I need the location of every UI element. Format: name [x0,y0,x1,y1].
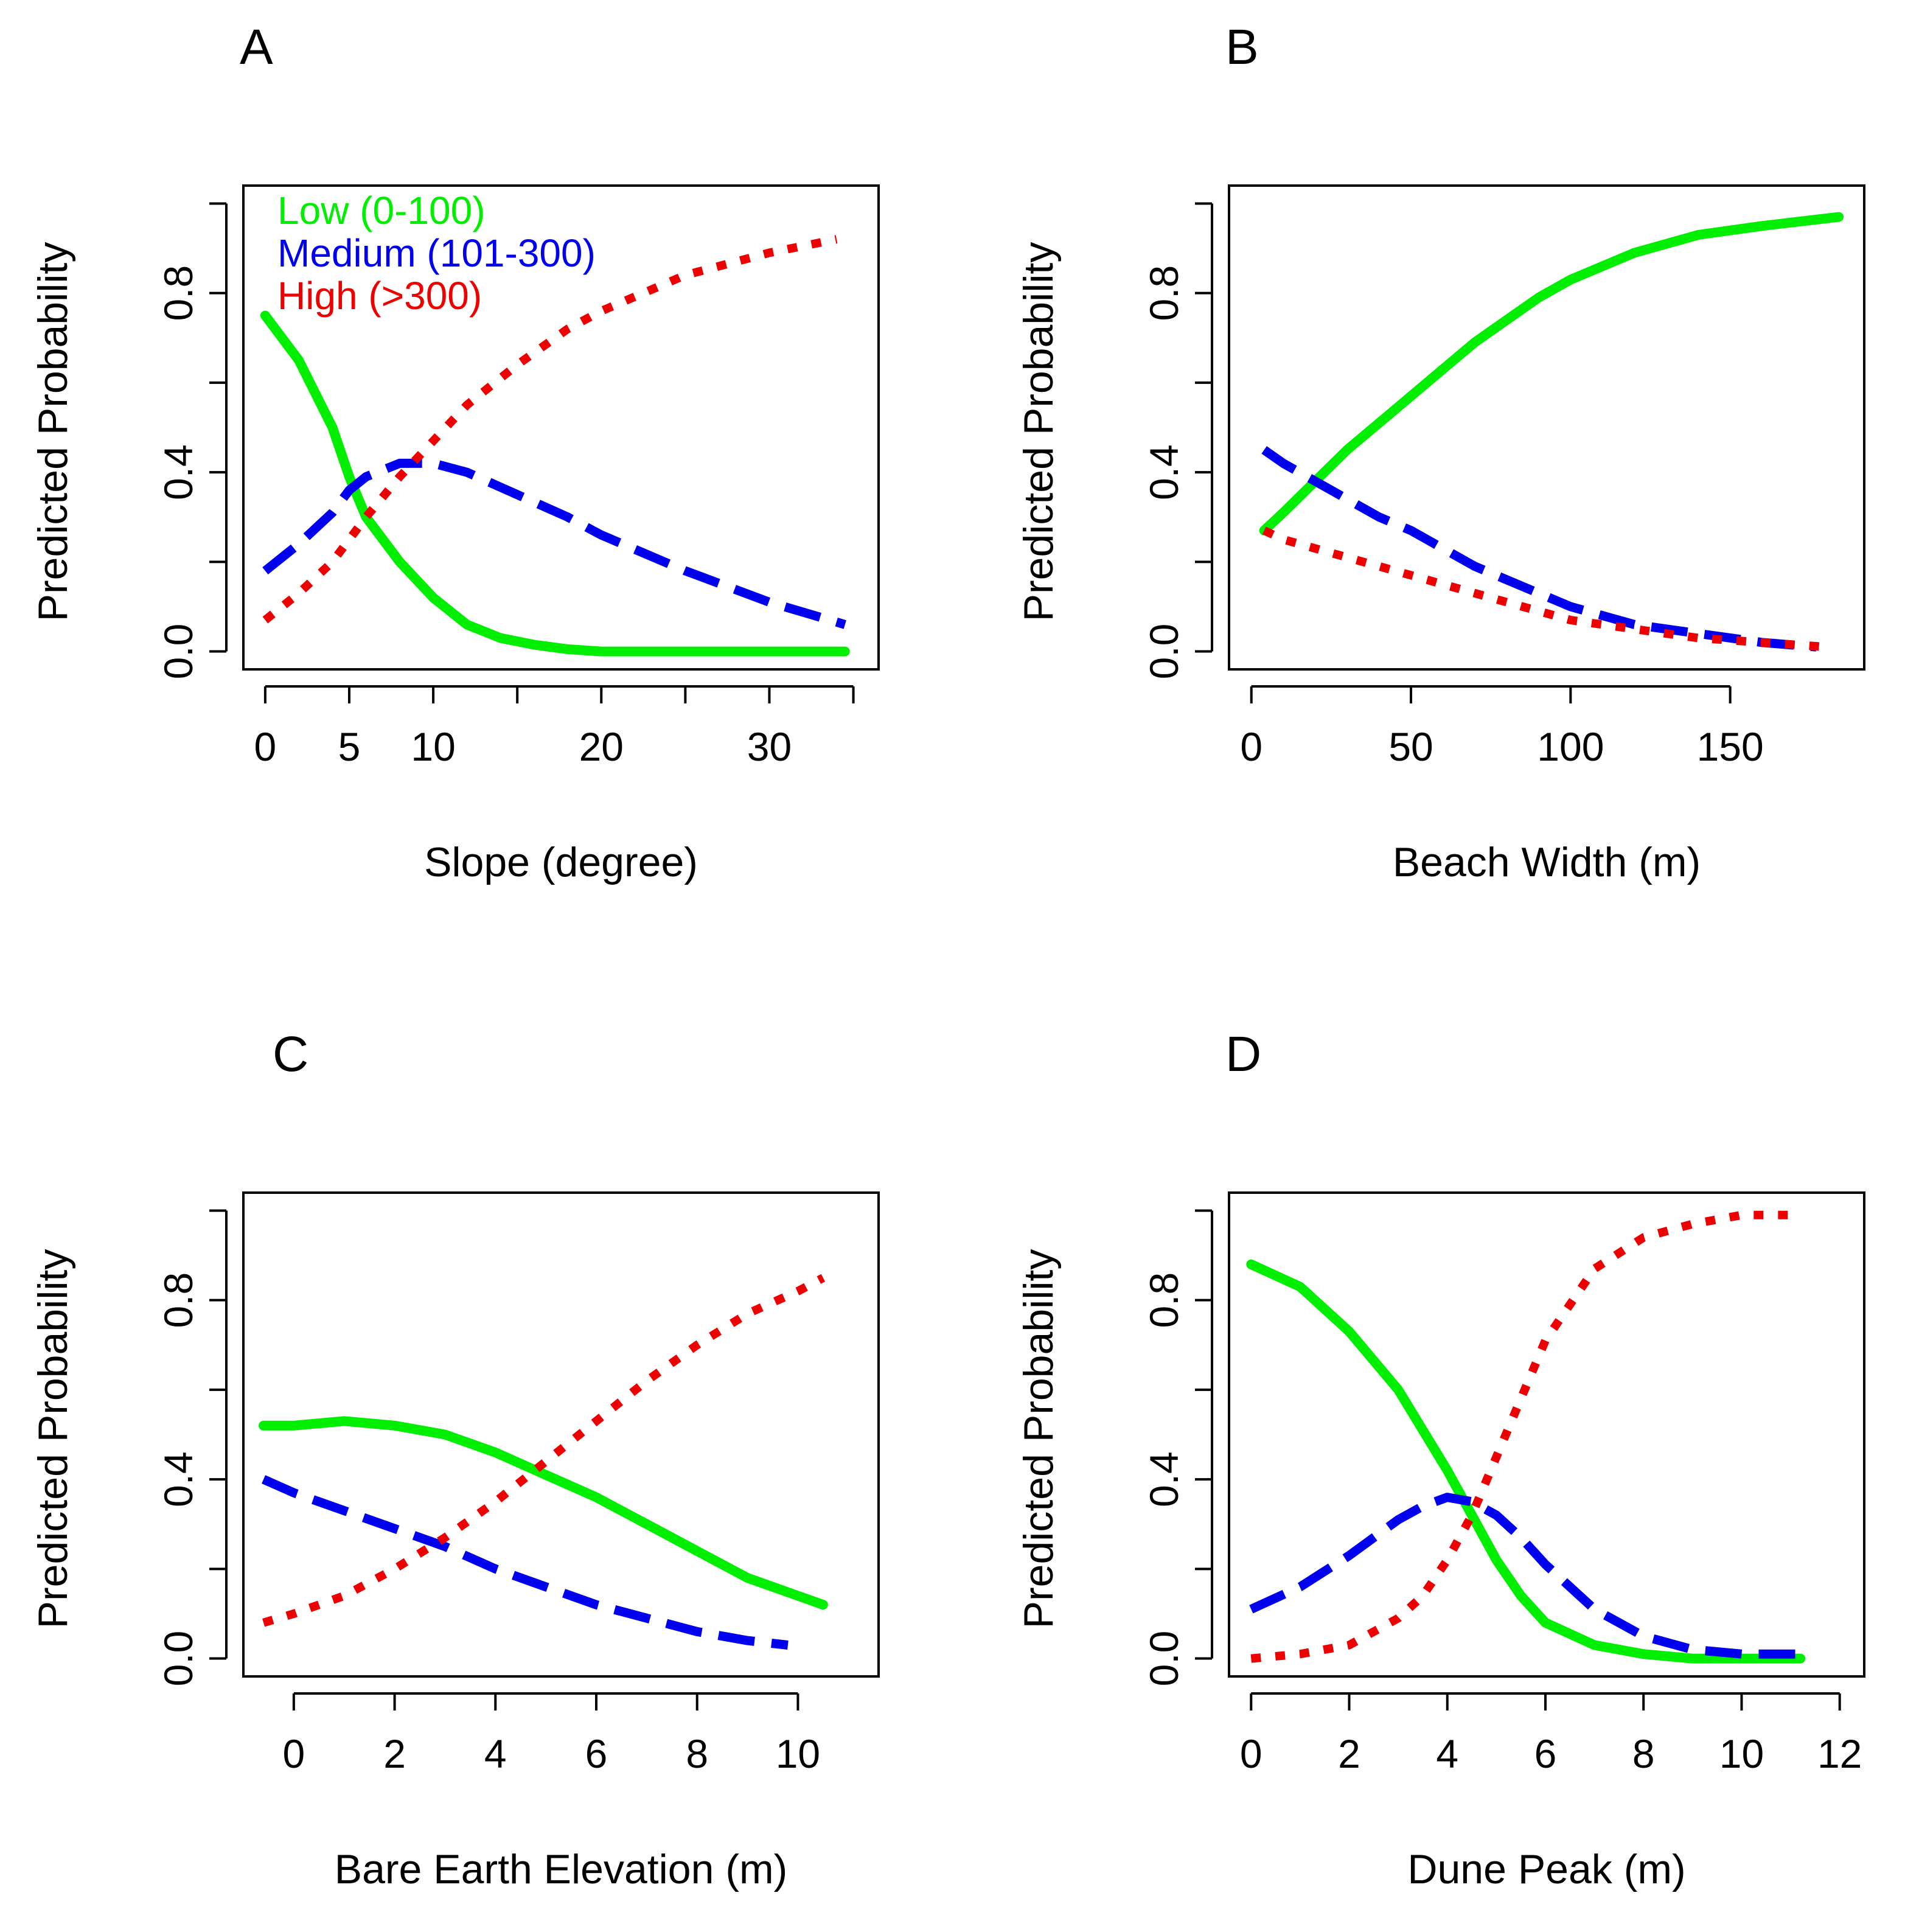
x-tick-label: 2 [383,1731,406,1776]
x-tick-label: 50 [1388,724,1433,769]
series-line-low [1246,1259,1806,1664]
x-tick-label: 0 [254,724,277,769]
x-tick-label: 6 [1534,1731,1557,1776]
plot-frame [1228,1191,1865,1678]
series-line-low [1259,212,1844,535]
series-line-high [262,235,838,624]
x-tick-label: 100 [1537,724,1604,769]
y-tick-label: 0.0 [156,1631,201,1687]
y-tick-label: 0.4 [1141,444,1186,500]
x-axis: 0 2 4 6 8 10 12 [1240,1692,1862,1776]
x-tick-label: 12 [1817,1731,1862,1776]
x-tick-label: 6 [585,1731,608,1776]
x-tick-label: 150 [1697,724,1764,769]
y-tick-label: 0.4 [156,444,201,500]
x-tick-label: 10 [1719,1731,1764,1776]
y-tick-label: 0.4 [1141,1451,1186,1507]
plot-frame [1228,184,1865,671]
y-axis-label: Predicted Probability [1015,1249,1062,1629]
x-tick-label: 0 [1240,724,1262,769]
x-axis-label: Beach Width (m) [1393,839,1701,885]
x-tick-label: 4 [1436,1731,1458,1776]
x-tick-label: 20 [579,724,624,769]
series-line-low [259,1416,828,1610]
x-tick-label: 2 [1338,1731,1360,1776]
x-axis: 0 50 100 150 [1240,685,1764,769]
series-line-high [1250,1210,1801,1663]
panel-b: B 0 50 100 150 Beach Width (m) 0.0 0.4 0.8 Predic… [1015,19,1865,885]
x-tick-label: 5 [338,724,361,769]
x-tick-label: 0 [282,1731,305,1776]
y-axis: 0.0 0.4 0.8 [1141,202,1213,680]
x-axis: 0 2 4 6 8 10 [282,1692,820,1776]
y-axis: 0.0 0.4 0.8 [156,1209,228,1687]
x-tick-label: 8 [686,1731,708,1776]
x-tick-label: 10 [776,1731,820,1776]
series-line-high [1262,526,1827,652]
legend-entry: Medium (101-300) [277,231,596,275]
legend-entry: Low (0-100) [277,189,486,232]
series-line-medium [262,1475,789,1650]
y-tick-label: 0.8 [1141,1272,1186,1328]
panel-letter: B [1225,19,1259,75]
series-line-medium [1261,446,1817,652]
panel-letter: A [240,19,273,75]
x-tick-label: 0 [1240,1731,1262,1776]
x-axis-label: Dune Peak (m) [1407,1846,1685,1892]
x-tick-label: 4 [484,1731,507,1776]
x-tick-label: 30 [747,724,792,769]
x-axis: 0 5 10 20 30 [254,685,855,769]
x-axis-label: Slope (degree) [424,839,698,885]
y-axis-label: Predicted Probability [30,1249,76,1629]
series-line-medium [262,458,846,629]
y-tick-label: 0.0 [1141,624,1186,680]
panel-letter: C [273,1027,308,1082]
plot-frame [242,184,880,671]
y-tick-label: 0.8 [156,265,201,321]
panel-a: A 0 5 10 20 30 Slope (degree) 0.0 0.4 0.8 Predicte… [30,19,880,885]
y-tick-label: 0.4 [156,1451,201,1507]
y-axis-label: Predicted Probability [1015,242,1062,622]
y-tick-label: 0.0 [156,624,201,680]
panel-d: D 0 2 4 6 8 10 12 Dune Peak (m) 0.0 0.4 0.8 Predicte… [1015,1027,1865,1892]
y-tick-label: 0.0 [1141,1631,1186,1687]
x-axis-label: Bare Earth Elevation (m) [335,1846,788,1892]
y-axis: 0.0 0.4 0.8 [156,202,228,680]
series-line-medium [1249,1493,1801,1659]
plot-frame [242,1191,880,1678]
y-tick-label: 0.8 [1141,265,1186,321]
series-line-low [260,310,850,657]
legend-entry: High (>300) [277,274,482,318]
panel-letter: D [1225,1027,1261,1082]
y-axis-label: Predicted Probability [30,242,76,622]
y-axis: 0.0 0.4 0.8 [1141,1209,1213,1687]
x-tick-label: 10 [411,724,455,769]
y-tick-label: 0.8 [156,1272,201,1328]
x-tick-label: 8 [1632,1731,1655,1776]
legend: Low (0-100)Medium (101-300)High (>300) [277,189,596,318]
